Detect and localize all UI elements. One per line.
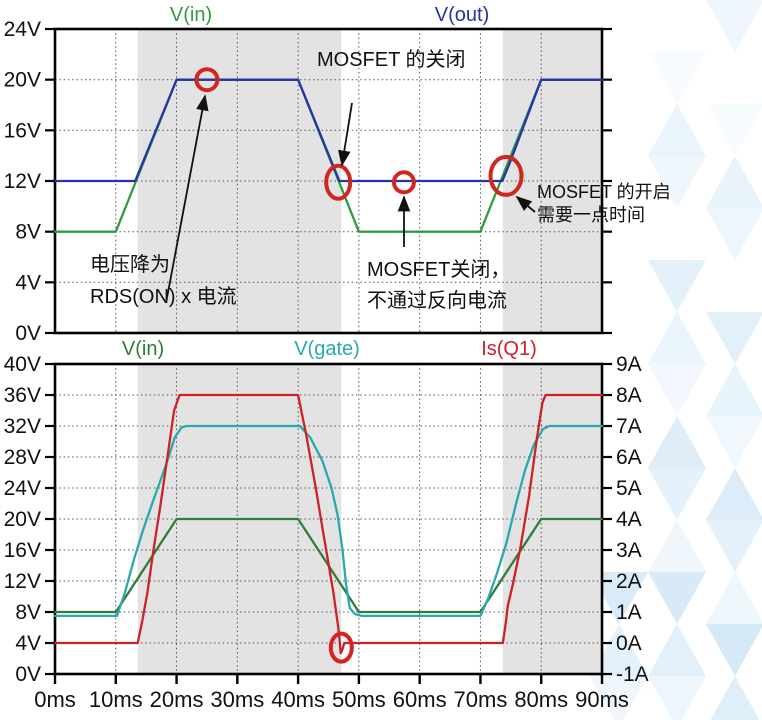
legend-is-q1: Is(Q1) [481, 338, 537, 360]
annotation-mosfet-turn-on-delay: MOSFET 的开启 需要一点时间 [537, 181, 671, 227]
background-pattern-triangle [706, 416, 762, 468]
background-pattern-triangle [706, 208, 762, 260]
legend-v-out: V(out) [434, 4, 490, 26]
background-pattern-triangle [648, 416, 706, 468]
y-axis-label: 20V [4, 508, 41, 531]
x-axis-label: 30ms [210, 687, 264, 712]
y-axis-label: 0V [15, 322, 41, 345]
background-pattern-triangle [706, 624, 762, 676]
annotation-arrow [338, 102, 353, 167]
annotation-arrow [515, 195, 536, 213]
x-axis-label: 20ms [150, 687, 204, 712]
annotation-mosfet-turn-off: MOSFET 的关闭 [317, 43, 466, 72]
background-pattern-triangle [590, 572, 648, 624]
background-pattern-triangle [706, 0, 762, 52]
series-is-q1- [53, 393, 604, 655]
highlight-circle [391, 170, 416, 195]
background-pattern-triangle [706, 104, 762, 156]
y2-axis-label: 5A [616, 477, 642, 500]
background-pattern-triangle [648, 156, 706, 208]
annotation-arrow [165, 94, 209, 304]
y-axis-label: 4V [15, 632, 41, 655]
y-axis-label: 0V [15, 663, 41, 686]
x-axis-label: 10ms [89, 687, 143, 712]
highlight-circle [194, 67, 220, 93]
annotation-line: RDS(ON) x 电流 [90, 286, 237, 308]
series-v-gate- [53, 424, 604, 618]
y2-axis-label: 3A [616, 539, 642, 562]
background-pattern-triangle [648, 468, 706, 520]
y2-axis-label: -1A [616, 663, 649, 686]
x-axis-label: 90ms [575, 687, 629, 712]
annotation-line: MOSFET关闭， [367, 259, 511, 281]
y-axis-label: 12V [4, 570, 41, 593]
legend-v-in-bottom: V(in) [121, 338, 165, 360]
series-v-out- [53, 78, 604, 183]
annotation-line: 电压降为 [90, 254, 170, 276]
y-axis-label: 36V [4, 384, 41, 407]
background-pattern-triangle [706, 572, 762, 624]
background-pattern-triangle [648, 260, 706, 312]
y2-axis-label: 7A [616, 415, 642, 438]
x-axis-label: 50ms [332, 687, 386, 712]
background-pattern-triangle [648, 676, 706, 720]
y-axis-label: 32V [4, 415, 41, 438]
annotation-rds-voltage-drop: 电压降为 RDS(ON) x 电流 [90, 249, 237, 313]
y-axis-label: 24V [4, 477, 41, 500]
background-pattern-triangle [648, 364, 706, 416]
x-axis-label: 70ms [454, 687, 508, 712]
background-pattern-triangle [648, 520, 706, 572]
highlight-circle [328, 631, 354, 664]
background-pattern-triangle [590, 676, 648, 720]
background-pattern-triangle [706, 520, 762, 572]
annotation-line: MOSFET 的开启 [537, 182, 671, 202]
y-axis-label: 4V [15, 271, 41, 294]
y2-axis-label: 2A [616, 570, 642, 593]
x-axis-label: 40ms [271, 687, 325, 712]
background-pattern-triangle [648, 104, 706, 156]
x-axis-label: 60ms [393, 687, 447, 712]
legend-v-gate: V(gate) [294, 338, 360, 360]
y-axis-label: 8V [15, 601, 41, 624]
y-axis-label: 20V [4, 69, 41, 92]
y2-axis-label: 6A [616, 446, 642, 469]
background-pattern-triangle [590, 624, 648, 676]
y-axis-label: 24V [4, 18, 41, 41]
background-pattern-triangle [710, 676, 760, 720]
annotation-line: 需要一点时间 [537, 205, 645, 225]
background-pattern-triangle [706, 312, 762, 364]
y-axis-label: 40V [4, 353, 41, 376]
annotation-line: 不通过反向电流 [367, 290, 507, 312]
y2-axis-label: 4A [616, 508, 642, 531]
background-pattern-triangle [706, 468, 762, 520]
background-pattern-triangle [648, 312, 706, 364]
background-pattern-triangle [648, 624, 706, 676]
y-axis-label: 16V [4, 539, 41, 562]
annotation-line: MOSFET 的关闭 [317, 49, 466, 71]
x-axis-label: 0ms [34, 687, 76, 712]
y-axis-label: 12V [4, 170, 41, 193]
y-axis-label: 28V [4, 446, 41, 469]
y2-axis-label: 1A [616, 601, 642, 624]
background-pattern-triangle [648, 572, 706, 624]
background-pattern-triangle [706, 156, 762, 208]
background-pattern-triangle [648, 52, 706, 104]
x-axis-label: 80ms [514, 687, 568, 712]
annotation-no-reverse-current: MOSFET关闭， 不通过反向电流 [367, 255, 510, 317]
highlight-circle [488, 154, 524, 197]
y2-axis-label: 9A [616, 353, 642, 376]
y-axis-label: 8V [15, 221, 41, 244]
legend-v-in-top: V(in) [169, 4, 213, 26]
y2-axis-label: 0A [616, 632, 642, 655]
background-pattern-triangle [706, 364, 762, 416]
y-axis-label: 16V [4, 119, 41, 142]
y2-axis-label: 8A [616, 384, 642, 407]
